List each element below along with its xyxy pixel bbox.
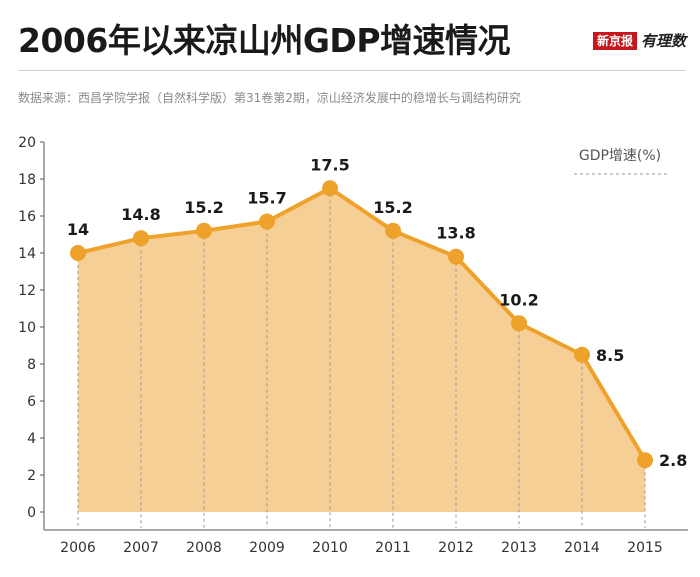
data-point <box>448 248 464 265</box>
y-tick-label: 0 <box>27 505 36 521</box>
x-tick-label: 2012 <box>438 540 474 556</box>
x-tick-label: 2015 <box>627 540 663 556</box>
area-fill <box>78 188 645 512</box>
y-tick-label: 12 <box>18 283 36 299</box>
data-source: 数据来源：西昌学院学报（自然科学版）第31卷第2期，凉山经济发展中的稳增长与调结… <box>18 91 521 105</box>
y-tick-label: 16 <box>18 209 36 225</box>
data-point <box>70 245 86 261</box>
data-label: 17.5 <box>310 155 349 174</box>
data-point <box>637 452 653 469</box>
data-label: 14 <box>67 220 89 239</box>
x-tick-label: 2009 <box>249 540 285 556</box>
x-tick-label: 2007 <box>123 540 159 556</box>
data-point <box>574 346 590 363</box>
data-point <box>133 230 149 247</box>
x-tick-label: 2011 <box>375 540 411 556</box>
y-tick-label: 6 <box>27 394 36 410</box>
brand-logo: 新京报 有理数 <box>592 30 686 51</box>
legend-label: GDP增速(%) <box>579 148 661 164</box>
y-tick-label: 8 <box>27 357 36 373</box>
brand-script: 有理数 <box>640 32 686 50</box>
data-point <box>385 222 401 239</box>
brand-box: 新京报 <box>592 31 637 50</box>
series-line <box>77 186 647 462</box>
y-tick-label: 4 <box>27 431 36 447</box>
data-point <box>322 180 338 197</box>
data-label: 14.8 <box>121 205 160 224</box>
x-tick-label: 2010 <box>312 540 348 556</box>
data-label: 15.2 <box>184 198 223 217</box>
data-point <box>259 213 275 230</box>
data-point <box>196 222 212 239</box>
x-tick-label: 2008 <box>186 540 222 556</box>
y-tick-label: 10 <box>18 320 36 336</box>
y-tick-label: 18 <box>18 172 36 188</box>
data-label: 15.2 <box>373 198 412 217</box>
data-label: 15.7 <box>247 189 286 208</box>
x-tick-label: 2006 <box>60 540 96 556</box>
title-divider <box>18 70 686 71</box>
x-tick-label: 2014 <box>564 540 600 556</box>
data-label: 10.2 <box>499 290 538 309</box>
y-tick-label: 2 <box>27 468 36 484</box>
data-label: 13.8 <box>436 224 475 243</box>
data-label: 8.5 <box>596 346 624 365</box>
data-label: 2.8 <box>659 451 687 470</box>
page-title: 2006年以来凉山州GDP增速情况 <box>18 21 511 60</box>
x-tick-label: 2013 <box>501 540 537 556</box>
y-tick-label: 20 <box>18 135 36 151</box>
y-tick-label: 14 <box>18 246 36 262</box>
data-point <box>511 315 527 332</box>
